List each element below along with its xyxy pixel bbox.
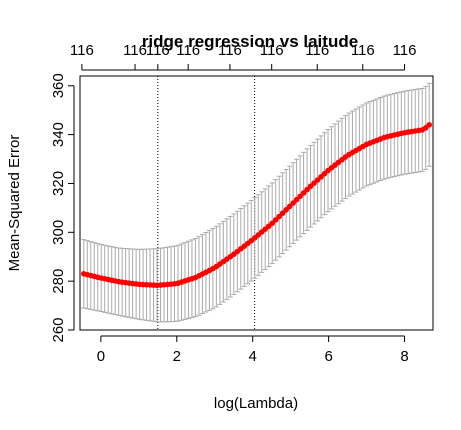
top-tick-label: 116	[218, 42, 242, 59]
y-axis: 260 280 300 320 340 360	[50, 73, 75, 343]
x-tick-label: 0	[97, 348, 105, 365]
chart-title: ridge regression vs laitude	[142, 32, 358, 51]
x-axis: 0 2 4 6 8	[97, 335, 409, 365]
mse-point	[290, 200, 296, 206]
y-tick-label: 280	[50, 269, 67, 294]
mse-points	[80, 122, 433, 289]
y-tick-label: 340	[50, 122, 67, 147]
mse-point	[272, 217, 279, 223]
mse-point	[279, 210, 286, 216]
top-tick-label: 116	[305, 42, 329, 59]
x-axis-label: log(Lambda)	[214, 395, 298, 412]
mse-point	[293, 196, 300, 203]
mse-point	[283, 206, 289, 213]
x-tick-label: 4	[249, 348, 257, 365]
top-tick-label: 116	[146, 42, 170, 59]
y-axis-label: Mean-Squared Error	[6, 135, 23, 272]
x-tick-label: 2	[173, 348, 181, 365]
top-tick-label: 116	[260, 42, 284, 59]
top-tick-label: 116	[351, 42, 375, 59]
mse-point	[297, 193, 303, 200]
top-tick-label: 116	[176, 42, 200, 59]
mse-point	[426, 122, 433, 128]
mse-point	[269, 220, 276, 227]
mse-point	[286, 203, 293, 210]
y-tick-label: 300	[50, 220, 67, 245]
top-tick-label: 116	[123, 42, 147, 59]
top-tick-label: 116	[70, 42, 94, 59]
y-tick-label: 360	[50, 73, 67, 98]
plot-frame	[79, 75, 434, 331]
x-tick-label: 6	[324, 348, 332, 365]
mse-point	[300, 190, 307, 196]
error-bars	[81, 82, 432, 323]
x-tick-label: 8	[400, 348, 408, 365]
mse-point	[276, 213, 282, 220]
y-tick-label: 260	[50, 317, 67, 342]
mse-point	[304, 186, 310, 193]
y-tick-label: 320	[50, 171, 67, 196]
top-tick-label: 116	[393, 42, 417, 59]
